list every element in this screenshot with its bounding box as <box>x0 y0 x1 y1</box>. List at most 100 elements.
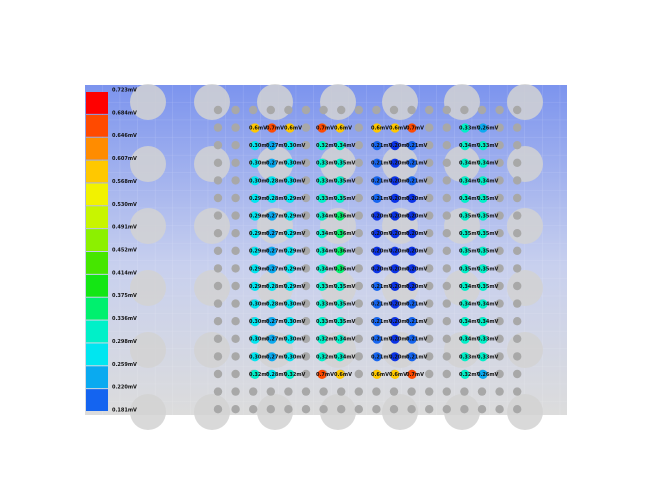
large-electrode <box>194 84 230 120</box>
reading-label: 0.6mV <box>389 126 407 132</box>
small-electrode <box>354 334 363 343</box>
small-electrode <box>513 264 522 273</box>
reading-label: 0.20mV <box>406 266 428 272</box>
reading-label: 0.28mV <box>266 196 288 202</box>
reading-label: 0.21mV <box>371 337 393 343</box>
reading-dot <box>317 369 327 379</box>
reading-dot <box>460 123 470 133</box>
reading-label: 0.34mV <box>459 143 481 149</box>
small-electrode <box>425 246 434 255</box>
reading-dot <box>407 334 417 344</box>
small-electrode <box>442 246 451 255</box>
reading-dot <box>285 369 295 379</box>
reading-label: 0.29mV <box>249 266 271 272</box>
reading-label: 0.35mV <box>459 231 481 237</box>
small-electrode <box>425 193 434 203</box>
small-electrode <box>495 193 504 203</box>
reading-label: 0.30mV <box>249 143 271 149</box>
reading-label: 0.29mV <box>284 249 306 255</box>
small-electrode <box>213 229 223 238</box>
reading-label: 0.27mV <box>266 266 288 272</box>
small-electrode <box>407 105 416 115</box>
reading-dot <box>372 246 382 256</box>
reading-dot <box>285 317 295 327</box>
reading-dot <box>460 176 470 186</box>
small-electrode <box>231 123 240 132</box>
small-electrode <box>513 229 522 238</box>
reading-dot <box>460 281 470 291</box>
small-electrode <box>249 405 258 414</box>
reading-dot <box>317 176 327 186</box>
reading-dot <box>460 317 470 327</box>
reading-label: 0.20mV <box>389 302 411 308</box>
reading-label: 0.6mV <box>249 126 267 132</box>
reading-label: 0.34mV <box>459 302 481 308</box>
small-electrode <box>213 211 223 220</box>
large-electrode <box>194 146 230 182</box>
reading-dot <box>390 229 400 239</box>
small-electrode <box>231 334 240 343</box>
reading-dot <box>407 369 417 379</box>
reading-dot <box>250 317 260 327</box>
reading-label: 0.7mV <box>316 372 334 378</box>
reading-label: 0.6mV <box>284 126 302 132</box>
reading-label: 0.35mV <box>334 319 356 325</box>
reading-label: 0.20mV <box>371 214 393 220</box>
reading-label: 0.20mV <box>389 161 411 167</box>
small-electrode <box>301 211 311 220</box>
reading-dot <box>460 246 470 256</box>
legend-swatch <box>86 366 108 389</box>
small-electrode <box>266 387 275 396</box>
large-electrode <box>257 394 293 430</box>
small-electrode <box>354 387 363 396</box>
reading-dot <box>267 246 277 256</box>
reading-dot <box>390 141 400 151</box>
small-electrode <box>354 264 363 273</box>
reading-label: 0.33mV <box>477 337 499 343</box>
small-electrode <box>495 352 504 361</box>
reading-dot <box>267 141 277 151</box>
large-electrode <box>130 394 166 430</box>
reading-dot <box>317 281 327 291</box>
large-electrode <box>257 332 293 368</box>
reading-dot <box>317 317 327 327</box>
small-electrode <box>389 405 399 414</box>
reading-label: 0.35mV <box>477 266 499 272</box>
reading-label: 0.21mV <box>406 354 428 360</box>
small-electrode <box>513 158 522 167</box>
reading-label: 0.20mV <box>389 249 411 255</box>
reading-dot <box>390 246 400 256</box>
reading-label: 0.34mV <box>477 319 499 325</box>
small-electrode <box>425 105 434 115</box>
small-electrode <box>477 405 487 414</box>
small-electrode <box>495 299 504 308</box>
reading-label: 0.29mV <box>249 231 271 237</box>
small-electrode <box>354 176 363 185</box>
reading-dot <box>390 317 400 327</box>
small-electrode <box>495 229 504 238</box>
reading-dot <box>478 158 488 168</box>
legend-label: 0.684mV <box>112 110 137 116</box>
reading-dot <box>285 352 295 362</box>
small-electrode <box>442 299 451 308</box>
reading-label: 0.34mV <box>459 178 481 184</box>
small-electrode <box>495 105 504 115</box>
reading-label: 0.34mV <box>459 161 481 167</box>
reading-dot <box>250 264 260 274</box>
reading-dot <box>460 141 470 151</box>
legend-label: 0.336mV <box>112 316 137 322</box>
small-electrode <box>407 387 416 396</box>
reading-label: 0.27mV <box>266 161 288 167</box>
reading-dot <box>285 193 295 203</box>
small-electrode <box>495 176 504 185</box>
small-electrode <box>213 141 223 150</box>
small-electrode <box>213 299 223 308</box>
legend-swatch <box>86 183 108 206</box>
reading-label: 0.34mV <box>459 337 481 343</box>
legend-label: 0.607mV <box>112 156 137 162</box>
small-electrode <box>354 299 363 308</box>
legend-swatch <box>86 160 108 183</box>
large-electrode <box>382 146 418 182</box>
reading-dot <box>478 281 488 291</box>
small-electrode <box>442 141 451 150</box>
